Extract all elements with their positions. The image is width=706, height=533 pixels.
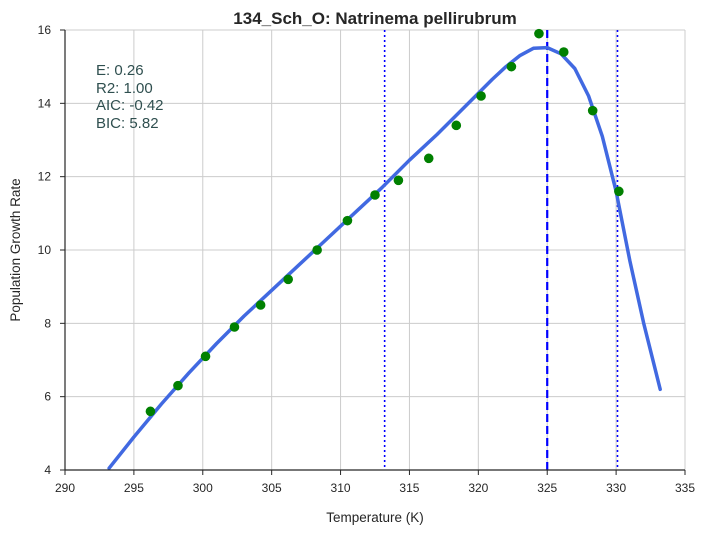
fit-line xyxy=(107,45,662,470)
x-tick-label: 290 xyxy=(55,481,75,495)
x-tick-label: 335 xyxy=(675,481,695,495)
y-tick-label: 12 xyxy=(38,170,52,184)
data-point xyxy=(255,300,266,310)
x-tick-label: 325 xyxy=(537,481,557,495)
data-point xyxy=(451,120,462,131)
x-tick-label: 315 xyxy=(399,481,419,495)
data-point xyxy=(558,47,569,57)
data-point xyxy=(614,186,624,197)
y-tick-label: 6 xyxy=(44,390,51,404)
x-axis-label: Temperature (K) xyxy=(326,510,424,525)
y-tick-label: 4 xyxy=(44,463,51,477)
x-tick-label: 310 xyxy=(331,481,351,495)
grid xyxy=(64,29,686,471)
x-tick-label: 295 xyxy=(124,481,144,495)
data-point xyxy=(145,406,156,417)
data-point xyxy=(370,190,380,200)
x-tick-label: 300 xyxy=(193,481,213,495)
data-point xyxy=(587,105,598,116)
data-point xyxy=(534,28,544,39)
data-point xyxy=(423,153,434,164)
x-tick-label: 305 xyxy=(262,481,282,495)
data-point xyxy=(312,245,322,255)
y-tick-label: 8 xyxy=(44,316,51,330)
data-point xyxy=(393,175,404,186)
data-point xyxy=(229,322,240,332)
reference-lines xyxy=(383,30,619,470)
stat-r2: R2: 1.00 xyxy=(96,80,153,97)
data-point xyxy=(283,274,294,285)
x-tick-label: 320 xyxy=(468,481,488,495)
data-points xyxy=(145,28,624,417)
data-point xyxy=(342,215,353,226)
y-axis-label: Population Growth Rate xyxy=(8,178,23,321)
data-point xyxy=(476,91,486,101)
chart-title: 134_Sch_O: Natrinema pellirubrum xyxy=(233,9,516,28)
stat-e: E: 0.26 xyxy=(96,62,144,79)
x-tick-label: 330 xyxy=(606,481,626,495)
fit-curve xyxy=(107,45,662,470)
stat-aic: AIC: -0.42 xyxy=(96,97,164,114)
x-ticks: 290 295 300 305 310 315 320 325 330 335 xyxy=(55,470,695,495)
y-ticks: 4 6 8 10 12 14 16 xyxy=(38,23,65,477)
data-point xyxy=(200,351,211,362)
data-point xyxy=(506,61,517,72)
data-point xyxy=(173,380,183,391)
y-tick-label: 14 xyxy=(38,96,52,110)
y-tick-label: 16 xyxy=(38,23,52,37)
y-tick-label: 10 xyxy=(38,243,52,257)
stat-bic: BIC: 5.82 xyxy=(96,115,159,132)
